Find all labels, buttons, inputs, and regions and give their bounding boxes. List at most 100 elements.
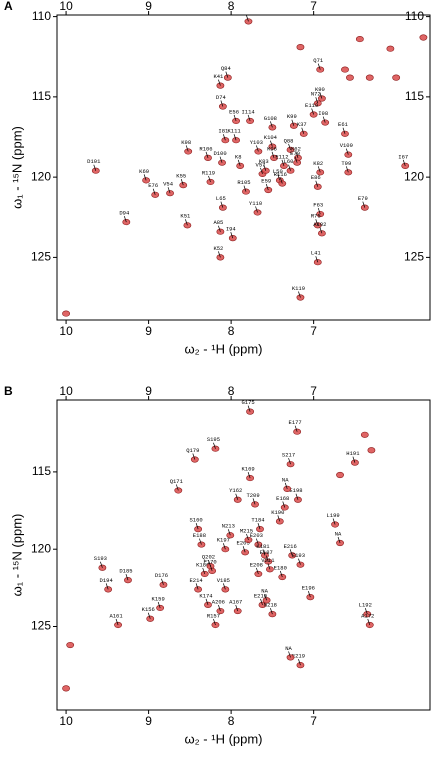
peak-label: E214 <box>190 577 204 584</box>
label-leader <box>270 140 273 147</box>
peak <box>296 44 305 51</box>
x-tick-label-top: 7 <box>310 0 317 13</box>
label-leader <box>255 206 258 213</box>
x-axis-title: ω₂ - ¹H (ppm) <box>184 341 262 356</box>
peak-label: Q202 <box>202 554 215 561</box>
peak-label: E216 <box>284 543 297 550</box>
label-leader <box>115 618 119 626</box>
peak-label: D194 <box>100 577 114 584</box>
peak <box>233 496 242 503</box>
peak-label: R157 <box>207 612 220 619</box>
peak-label: K169 <box>242 466 255 473</box>
label-leader <box>311 108 314 115</box>
peak-label: Q179 <box>186 447 199 454</box>
label-leader <box>218 604 221 612</box>
label-leader <box>218 79 221 86</box>
y-tick-label: 115 <box>32 464 51 478</box>
peak-label: A167 <box>229 599 242 606</box>
label-leader <box>342 127 346 134</box>
label-leader <box>298 291 301 298</box>
label-leader <box>125 574 129 581</box>
peak <box>419 34 428 41</box>
peak-label: K62 <box>291 145 301 152</box>
y-tick-label: 120 <box>31 541 51 555</box>
label-leader <box>185 219 188 226</box>
label-leader <box>277 515 281 522</box>
label-leader <box>185 145 189 152</box>
peak-label: E70 <box>290 150 300 157</box>
peak-label: K159 <box>152 595 165 602</box>
peak-label: P170 <box>204 558 217 565</box>
label-leader <box>247 471 251 479</box>
peak-label: K55 <box>176 173 186 180</box>
x-tick-label-top: 9 <box>145 384 152 398</box>
label-leader <box>256 538 259 545</box>
peak <box>360 431 369 438</box>
x-tick-label: 7 <box>310 324 317 338</box>
peak-label: K186 <box>196 561 209 568</box>
peak-label: D94 <box>119 210 130 217</box>
peak-label: E180 <box>274 564 287 571</box>
label-leader <box>362 201 366 208</box>
peak-label: K82 <box>313 160 323 167</box>
peak-label: G175 <box>242 399 255 406</box>
peak-label: V185 <box>217 577 230 584</box>
peak-label: R119 <box>202 169 215 176</box>
peak-label: E86 <box>311 174 321 181</box>
x-tick-label-top: 10 <box>59 0 73 13</box>
y-tick-label-right: 115 <box>405 89 424 103</box>
label-leader <box>364 608 368 615</box>
peak <box>286 461 295 468</box>
label-leader <box>263 164 267 171</box>
label-leader <box>242 546 246 553</box>
peak-label: E79 <box>358 195 368 202</box>
peak <box>293 428 302 435</box>
label-leader <box>315 219 319 226</box>
y-tick-label: 125 <box>31 250 51 264</box>
label-leader <box>223 583 226 590</box>
label-leader <box>205 598 209 605</box>
label-leader <box>288 143 291 150</box>
peak-label: D74 <box>216 94 227 101</box>
peak-label: NA <box>335 530 342 537</box>
peak-label: E198 <box>289 487 302 494</box>
label-leader <box>322 116 326 123</box>
label-leader <box>294 425 298 432</box>
peak-label: NA <box>285 645 292 652</box>
label-leader <box>270 121 273 128</box>
label-leader <box>180 179 184 186</box>
peak-label: K190 <box>271 509 284 516</box>
label-leader <box>288 164 291 171</box>
peak-label: K8 <box>235 153 242 160</box>
label-leader <box>317 207 321 215</box>
label-leader <box>235 493 239 500</box>
peak-label: Y103 <box>250 139 263 146</box>
y-tick-label-right: 125 <box>404 250 424 264</box>
label-leader <box>208 175 211 183</box>
peak-label: I98 <box>318 110 328 117</box>
peak-label: A102 <box>313 221 326 228</box>
peak <box>294 496 302 503</box>
peak-label: E59 <box>261 177 271 184</box>
peak-label: F63 <box>313 202 323 209</box>
label-leader <box>298 659 301 666</box>
y-tick-label-right: 110 <box>405 9 424 23</box>
label-leader <box>291 119 295 126</box>
peak-label: R75 <box>311 213 321 220</box>
peak <box>244 18 253 25</box>
peak-label: H191 <box>346 450 360 457</box>
label-leader <box>192 453 196 460</box>
peak-label: K99 <box>287 113 297 120</box>
peak-label: V54 <box>163 181 174 188</box>
peak-label: K51 <box>180 213 191 220</box>
label-leader <box>219 156 223 163</box>
peak-label: T184 <box>251 517 265 524</box>
panel-letter: B <box>4 384 13 398</box>
peak-label: A85 <box>213 219 223 226</box>
peak-label: E112 <box>275 153 288 160</box>
label-leader <box>223 543 226 550</box>
peak-label: T99 <box>341 160 351 167</box>
y-tick-label-right: 120 <box>404 169 424 183</box>
peak <box>341 66 349 73</box>
